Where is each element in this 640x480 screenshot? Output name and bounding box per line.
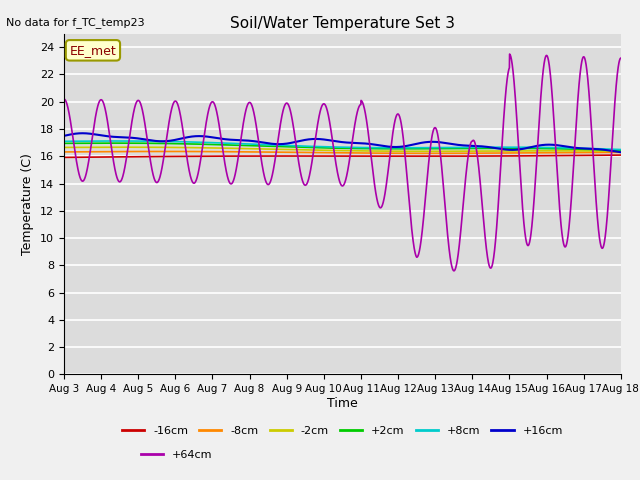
- +8cm: [298, 143, 306, 149]
- -2cm: [124, 144, 132, 150]
- -16cm: [298, 153, 305, 159]
- +64cm: [506, 51, 513, 57]
- +8cm: [617, 147, 625, 153]
- Line: -16cm: -16cm: [64, 155, 621, 157]
- -8cm: [157, 149, 164, 155]
- +64cm: [547, 71, 554, 76]
- Line: +2cm: +2cm: [64, 143, 621, 150]
- +2cm: [274, 144, 282, 149]
- -16cm: [617, 152, 625, 158]
- Line: -8cm: -8cm: [64, 152, 621, 153]
- -16cm: [606, 152, 614, 158]
- Line: +64cm: +64cm: [64, 54, 621, 271]
- +64cm: [450, 268, 458, 274]
- +64cm: [298, 175, 305, 180]
- -16cm: [157, 154, 164, 159]
- Y-axis label: Temperature (C): Temperature (C): [22, 153, 35, 255]
- +8cm: [274, 142, 282, 148]
- -16cm: [546, 153, 554, 158]
- +16cm: [157, 138, 164, 144]
- +2cm: [157, 141, 164, 146]
- -8cm: [60, 149, 68, 155]
- Text: No data for f_TC_temp23: No data for f_TC_temp23: [6, 17, 145, 28]
- -8cm: [426, 150, 433, 156]
- +2cm: [124, 140, 132, 146]
- +16cm: [124, 134, 132, 140]
- +8cm: [60, 138, 68, 144]
- -2cm: [606, 148, 614, 154]
- +2cm: [298, 144, 306, 150]
- +64cm: [274, 141, 282, 146]
- Line: +8cm: +8cm: [64, 141, 621, 150]
- -8cm: [617, 149, 625, 155]
- -2cm: [274, 146, 282, 152]
- -8cm: [547, 150, 554, 156]
- -2cm: [60, 144, 68, 150]
- +16cm: [298, 138, 306, 144]
- -16cm: [60, 155, 68, 160]
- +8cm: [546, 144, 554, 150]
- +16cm: [79, 131, 86, 136]
- +2cm: [546, 146, 554, 152]
- Legend: +64cm: +64cm: [136, 445, 217, 464]
- X-axis label: Time: Time: [327, 397, 358, 410]
- +16cm: [617, 149, 625, 155]
- -16cm: [274, 153, 282, 159]
- +64cm: [617, 55, 625, 61]
- -8cm: [274, 149, 282, 155]
- +16cm: [606, 148, 614, 154]
- +16cm: [60, 133, 68, 139]
- +16cm: [546, 142, 554, 147]
- +2cm: [617, 147, 625, 153]
- +2cm: [60, 141, 68, 146]
- -8cm: [298, 150, 306, 156]
- +64cm: [60, 96, 68, 102]
- Text: EE_met: EE_met: [70, 44, 116, 57]
- +64cm: [157, 172, 164, 178]
- Line: +16cm: +16cm: [64, 133, 621, 152]
- +64cm: [124, 148, 131, 154]
- -8cm: [161, 149, 168, 155]
- -16cm: [124, 154, 131, 160]
- -2cm: [617, 148, 625, 154]
- -8cm: [606, 149, 614, 155]
- Line: -2cm: -2cm: [64, 147, 621, 151]
- -2cm: [546, 148, 554, 154]
- +2cm: [606, 147, 614, 153]
- -2cm: [122, 144, 130, 150]
- -2cm: [298, 147, 306, 153]
- +8cm: [124, 138, 132, 144]
- +8cm: [157, 138, 164, 144]
- +8cm: [113, 138, 121, 144]
- -8cm: [124, 149, 131, 155]
- +8cm: [606, 146, 614, 152]
- +64cm: [606, 171, 614, 177]
- -2cm: [157, 144, 164, 150]
- +16cm: [274, 141, 282, 147]
- +2cm: [111, 140, 119, 146]
- Title: Soil/Water Temperature Set 3: Soil/Water Temperature Set 3: [230, 16, 455, 31]
